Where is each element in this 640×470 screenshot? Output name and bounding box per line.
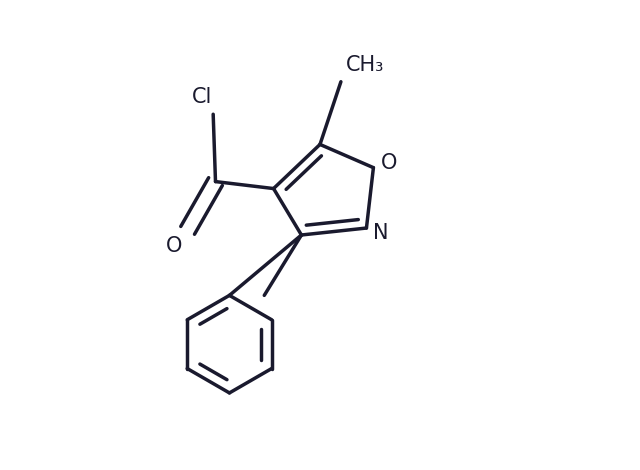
Text: O: O: [381, 153, 397, 173]
Text: O: O: [166, 236, 182, 256]
Text: Cl: Cl: [191, 87, 212, 107]
Text: CH₃: CH₃: [346, 55, 384, 75]
Text: N: N: [373, 223, 389, 243]
